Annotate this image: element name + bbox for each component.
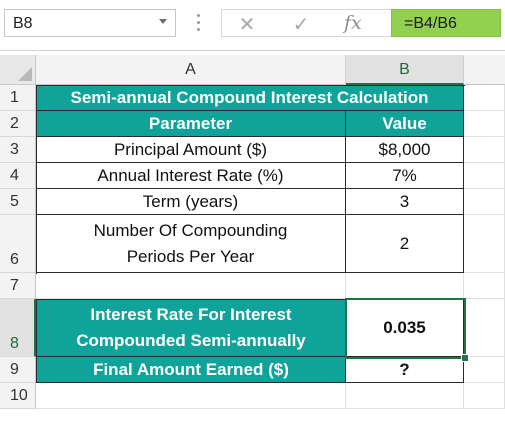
row-header-6[interactable]: 6 xyxy=(0,215,36,273)
cell-a8-line1: Interest Rate For Interest xyxy=(90,305,292,324)
formula-text: =B4/B6 xyxy=(404,15,457,32)
cell-c3[interactable] xyxy=(464,137,505,163)
row-header-9[interactable]: 9 xyxy=(0,357,36,383)
cell-b4[interactable]: 7% xyxy=(346,163,464,189)
cell-c8[interactable] xyxy=(464,299,505,357)
name-box-value: B8 xyxy=(13,15,33,32)
cell-b7[interactable] xyxy=(346,273,464,299)
cell-a6-line2: Periods Per Year xyxy=(126,246,255,266)
cell-c10[interactable] xyxy=(464,383,505,409)
cancel-icon[interactable]: ✕ xyxy=(238,12,256,36)
cell-a7[interactable] xyxy=(36,273,346,299)
chevron-down-icon[interactable] xyxy=(159,19,167,24)
cell-b8[interactable]: 0.035 xyxy=(346,299,464,357)
name-box[interactable]: B8 xyxy=(4,9,176,37)
cell-a10[interactable] xyxy=(36,383,346,409)
column-header-c[interactable] xyxy=(464,55,505,85)
cell-b10[interactable] xyxy=(346,383,464,409)
row-header-2[interactable]: 2 xyxy=(0,111,36,137)
row-header-8[interactable]: 8 xyxy=(0,299,36,357)
column-header-a[interactable]: A xyxy=(36,55,346,85)
cell-a2-parameter-header[interactable]: Parameter xyxy=(36,111,346,137)
cell-b6[interactable]: 2 xyxy=(346,215,464,273)
cell-c9[interactable] xyxy=(464,357,505,383)
cell-c6[interactable] xyxy=(464,215,505,273)
column-header-b[interactable]: B xyxy=(346,55,464,85)
cell-a6[interactable]: Number Of Compounding Periods Per Year xyxy=(36,215,346,273)
cell-c1[interactable] xyxy=(464,85,505,111)
row-header-1[interactable]: 1 xyxy=(0,85,36,111)
cell-a4[interactable]: Annual Interest Rate (%) xyxy=(36,163,346,189)
row-header-10[interactable]: 10 xyxy=(0,383,36,409)
cell-c7[interactable] xyxy=(464,273,505,299)
cell-c2[interactable] xyxy=(464,111,505,137)
cell-a1-title[interactable]: Semi-annual Compound Interest Calculatio… xyxy=(36,85,464,111)
enter-icon[interactable]: ✓ xyxy=(292,12,310,36)
formula-input[interactable]: =B4/B6 xyxy=(391,9,501,37)
formula-bar: B8 ✕ ✓ fx =B4/B6 xyxy=(0,0,505,51)
cell-a6-line1: Number Of Compounding xyxy=(93,220,288,240)
more-options-icon[interactable] xyxy=(197,14,201,34)
cell-a5[interactable]: Term (years) xyxy=(36,189,346,215)
fill-handle[interactable] xyxy=(461,354,469,362)
row-header-3[interactable]: 3 xyxy=(0,137,36,163)
row-header-4[interactable]: 4 xyxy=(0,163,36,189)
insert-function-icon[interactable]: fx xyxy=(344,12,362,34)
formula-buttons: ✕ ✓ fx xyxy=(221,9,391,37)
cell-a3[interactable]: Principal Amount ($) xyxy=(36,137,346,163)
row-header-5[interactable]: 5 xyxy=(0,189,36,215)
cell-a9[interactable]: Final Amount Earned ($) xyxy=(36,357,346,383)
cell-b5[interactable]: 3 xyxy=(346,189,464,215)
select-all-button[interactable] xyxy=(0,55,36,85)
cell-b9[interactable]: ? xyxy=(346,357,464,383)
row-header-7[interactable]: 7 xyxy=(0,273,36,299)
cell-b3[interactable]: $8,000 xyxy=(346,137,464,163)
cell-a8[interactable]: Interest Rate For Interest Compounded Se… xyxy=(36,299,346,357)
cell-c4[interactable] xyxy=(464,163,505,189)
cell-c5[interactable] xyxy=(464,189,505,215)
cell-a8-line2: Compounded Semi-annually xyxy=(76,331,306,350)
cell-b2-value-header[interactable]: Value xyxy=(346,111,464,137)
